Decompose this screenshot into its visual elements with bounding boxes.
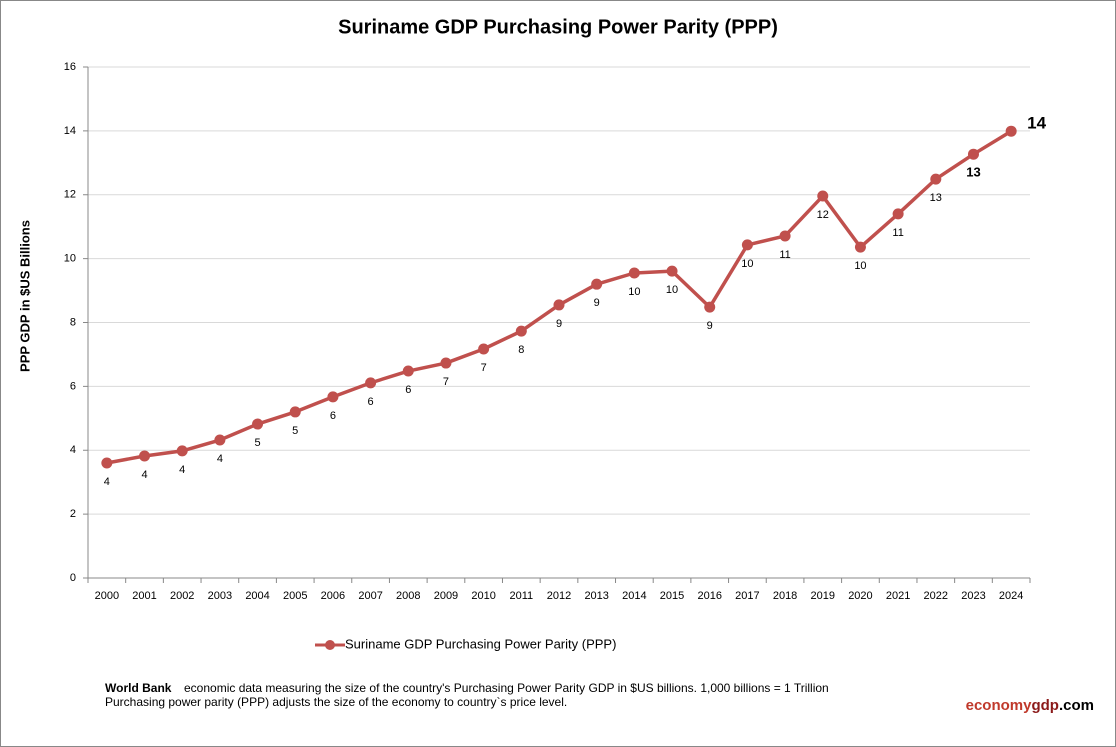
footer-text: economic data measuring the size of the … bbox=[184, 681, 829, 695]
x-tick-label: 2005 bbox=[283, 590, 307, 602]
data-label: 13 bbox=[966, 165, 980, 180]
x-tick-label: 2020 bbox=[848, 590, 872, 602]
y-axis-label: PPP GDP in $US Billions bbox=[17, 220, 32, 372]
data-label: 6 bbox=[368, 396, 374, 408]
x-tick-label: 2023 bbox=[961, 590, 985, 602]
data-point bbox=[930, 173, 942, 185]
x-tick-label: 2017 bbox=[735, 590, 759, 602]
x-tick-label: 2013 bbox=[584, 590, 608, 602]
x-tick-label: 2008 bbox=[396, 590, 420, 602]
data-label: 6 bbox=[330, 410, 336, 422]
x-tick-label: 2004 bbox=[245, 590, 269, 602]
data-label: 6 bbox=[405, 384, 411, 396]
y-tick-label: 14 bbox=[64, 125, 76, 137]
data-label: 4 bbox=[217, 453, 223, 465]
x-tick-label: 2001 bbox=[132, 590, 156, 602]
data-point bbox=[704, 301, 716, 313]
data-label: 10 bbox=[854, 260, 866, 272]
data-point bbox=[214, 434, 226, 446]
data-point bbox=[478, 343, 490, 355]
data-label: 7 bbox=[481, 362, 487, 374]
y-tick-label: 6 bbox=[70, 380, 76, 392]
data-label: 10 bbox=[628, 286, 640, 298]
x-tick-label: 2014 bbox=[622, 590, 646, 602]
x-tick-label: 2007 bbox=[358, 590, 382, 602]
brand-part: gdp bbox=[1031, 697, 1059, 714]
x-tick-label: 2002 bbox=[170, 590, 194, 602]
y-tick-label: 12 bbox=[64, 189, 76, 201]
x-tick-label: 2012 bbox=[547, 590, 571, 602]
chart-title: Suriname GDP Purchasing Power Parity (PP… bbox=[338, 16, 778, 38]
data-label: 7 bbox=[443, 376, 449, 388]
data-label: 9 bbox=[556, 318, 562, 330]
x-tick-label: 2024 bbox=[999, 590, 1023, 602]
data-point bbox=[101, 457, 113, 469]
data-point bbox=[892, 208, 904, 220]
data-point bbox=[817, 190, 829, 202]
data-label: 9 bbox=[594, 297, 600, 309]
y-tick-label: 16 bbox=[64, 61, 76, 73]
x-tick-label: 2000 bbox=[95, 590, 119, 602]
x-tick-label: 2016 bbox=[697, 590, 721, 602]
x-tick-label: 2019 bbox=[811, 590, 835, 602]
x-tick-label: 2009 bbox=[434, 590, 458, 602]
data-label: 10 bbox=[666, 284, 678, 296]
x-tick-label: 2003 bbox=[208, 590, 232, 602]
data-point bbox=[779, 230, 791, 242]
data-label: 12 bbox=[817, 209, 829, 221]
data-point bbox=[666, 265, 678, 277]
brand-part: .com bbox=[1059, 697, 1094, 714]
data-point bbox=[139, 450, 151, 462]
data-label: 11 bbox=[779, 249, 790, 261]
legend-label: Suriname GDP Purchasing Power Parity (PP… bbox=[345, 636, 616, 651]
x-tick-label: 2022 bbox=[924, 590, 948, 602]
data-point bbox=[365, 377, 377, 389]
data-point bbox=[440, 357, 452, 369]
data-point bbox=[553, 299, 565, 311]
x-tick-label: 2006 bbox=[321, 590, 345, 602]
data-point bbox=[402, 365, 414, 377]
data-point bbox=[289, 406, 301, 418]
y-tick-label: 4 bbox=[70, 444, 76, 456]
data-label: 5 bbox=[254, 437, 260, 449]
data-label: 5 bbox=[292, 425, 298, 437]
data-point bbox=[967, 148, 979, 160]
legend-marker bbox=[325, 640, 335, 650]
x-tick-label: 2015 bbox=[660, 590, 684, 602]
x-tick-label: 2010 bbox=[471, 590, 495, 602]
data-label: 13 bbox=[930, 192, 942, 204]
brand-part: economy bbox=[966, 697, 1033, 714]
data-label: 9 bbox=[707, 320, 713, 332]
y-tick-label: 2 bbox=[70, 508, 76, 520]
y-tick-label: 0 bbox=[70, 572, 76, 584]
data-label: 4 bbox=[141, 469, 147, 481]
data-label: 4 bbox=[179, 464, 185, 476]
data-point bbox=[176, 445, 188, 457]
x-tick-label: 2018 bbox=[773, 590, 797, 602]
x-tick-label: 2021 bbox=[886, 590, 910, 602]
data-label: 10 bbox=[741, 258, 753, 270]
data-point bbox=[1005, 125, 1017, 137]
y-tick-label: 8 bbox=[70, 316, 76, 328]
data-label: 4 bbox=[104, 476, 110, 488]
footer-source: World Bank bbox=[105, 681, 172, 695]
data-point bbox=[515, 325, 527, 337]
data-point bbox=[854, 241, 866, 253]
data-point bbox=[591, 278, 603, 290]
data-point bbox=[327, 391, 339, 403]
data-label: 11 bbox=[892, 227, 903, 239]
brand: economygdp.com bbox=[966, 697, 1094, 714]
data-label: 8 bbox=[518, 344, 524, 356]
y-tick-label: 10 bbox=[64, 253, 76, 265]
data-label: 14 bbox=[1027, 114, 1046, 133]
data-point bbox=[628, 267, 640, 279]
data-point bbox=[741, 239, 753, 251]
x-tick-label: 2011 bbox=[509, 590, 533, 602]
data-point bbox=[252, 418, 264, 430]
footer-text: Purchasing power parity (PPP) adjusts th… bbox=[105, 695, 567, 709]
